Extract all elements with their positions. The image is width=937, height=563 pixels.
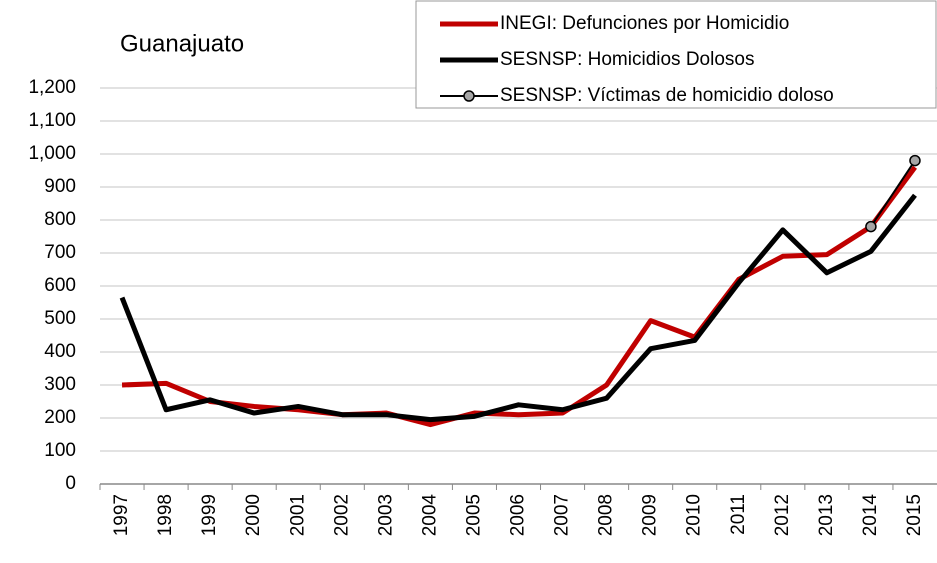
y-tick-label: 300 — [44, 374, 76, 395]
chart-title: Guanajuato — [120, 30, 244, 57]
legend-box — [415, 0, 937, 109]
y-tick-label: 800 — [44, 209, 76, 230]
x-tick-label: 2002 — [331, 494, 352, 536]
series-line — [119, 193, 917, 423]
x-tick-label: 1999 — [199, 494, 220, 536]
point — [865, 220, 877, 233]
x-tick-label: 2007 — [552, 494, 573, 536]
y-tick-label: 600 — [44, 275, 76, 296]
legend-marker — [463, 90, 475, 102]
x-tick-label: 2009 — [640, 494, 661, 536]
x-tick-label: 2010 — [684, 494, 705, 536]
y-tick-label: 700 — [44, 242, 76, 263]
x-tick-label: 1997 — [111, 494, 132, 536]
x-tick-label: 2013 — [816, 494, 837, 536]
y-tick-label: 200 — [44, 407, 76, 428]
y-tick-label: 0 — [65, 473, 76, 494]
x-tick-label: 2012 — [772, 494, 793, 536]
x-tick-label: 2001 — [287, 494, 308, 536]
x-tick-label: 2008 — [596, 494, 617, 536]
series-line — [870, 160, 916, 228]
x-tick-label: 2005 — [463, 494, 484, 536]
x-tick-label: 2014 — [860, 494, 881, 537]
y-tick-label: 900 — [44, 176, 76, 197]
y-tick-label: 1,200 — [28, 77, 76, 98]
x-tick-label: 2011 — [728, 494, 749, 535]
legend-label: SESNSP: Homicidios Dolosos — [500, 49, 754, 70]
x-tick-label: 2006 — [508, 494, 529, 536]
legend-label: INEGI: Defunciones por Homicidio — [500, 13, 789, 34]
legend: INEGI: Defunciones por Homicidio SESNSP: … — [415, 0, 937, 109]
series-line — [121, 165, 917, 428]
point — [909, 154, 921, 167]
x-tick-label: 2004 — [419, 494, 440, 537]
y-tick-label: 100 — [44, 440, 76, 461]
y-tick-label: 500 — [44, 308, 76, 329]
y-tick-label: 1,100 — [28, 110, 76, 131]
legend-label: SESNSP: Víctimas de homicidio doloso — [500, 85, 834, 106]
x-tick-label: 2000 — [243, 494, 264, 536]
y-tick-label: 400 — [44, 341, 76, 362]
x-tick-label: 2003 — [375, 494, 396, 536]
x-tick-label: 2015 — [904, 494, 925, 536]
x-tick-label: 1998 — [155, 494, 176, 536]
y-tick-label: 1,000 — [28, 143, 76, 164]
